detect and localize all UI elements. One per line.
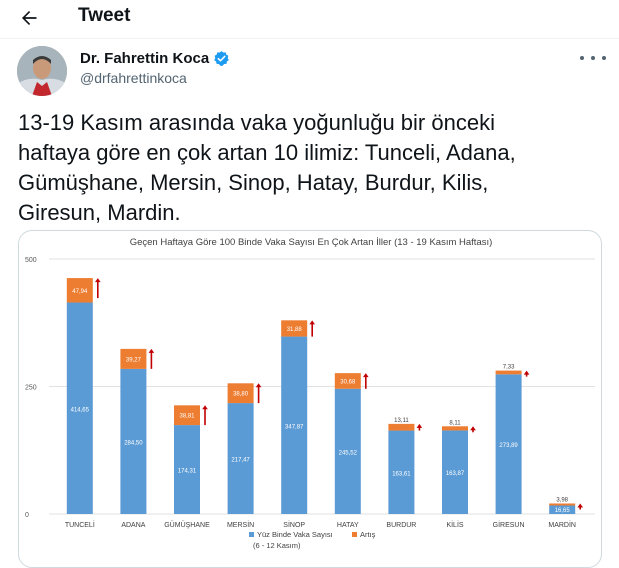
increase-value-label: 3,98	[556, 497, 568, 503]
x-tick-label: HATAY	[337, 522, 359, 529]
base-value-label: 163,61	[392, 471, 411, 477]
bar-chart: Geçen Haftaya Göre 100 Binde Vaka Sayısı…	[25, 237, 595, 550]
base-value-label: 163,87	[446, 471, 465, 477]
increase-arrowhead-icon	[148, 348, 155, 353]
increase-value-label: 39,27	[126, 357, 142, 363]
bar-base	[281, 336, 308, 514]
increase-arrowhead-icon	[523, 370, 530, 375]
base-value-label: 217,47	[231, 458, 250, 464]
x-tick-label: KİLİS	[446, 520, 463, 529]
x-tick-label: ADANA	[121, 522, 145, 529]
increase-value-label: 13,11	[394, 418, 409, 424]
bar-base	[66, 302, 93, 514]
top-bar: Tweet	[0, 0, 619, 38]
legend-label-increase: Artış	[360, 530, 376, 539]
x-tick-label: TUNCELİ	[65, 520, 95, 529]
increase-value-label: 30,68	[340, 379, 356, 385]
bar-base	[442, 430, 468, 514]
bar-base	[495, 374, 522, 514]
bar-increase	[388, 423, 415, 431]
x-tick-label: GÜMÜŞHANE	[164, 521, 210, 529]
increase-arrowhead-icon	[416, 423, 423, 428]
increase-arrowhead-icon	[95, 278, 101, 283]
bar-increase	[495, 370, 522, 375]
base-value-label: 414,65	[71, 407, 90, 413]
increase-value-label: 8,11	[449, 420, 461, 426]
bar-base	[120, 368, 147, 514]
bar-increase	[549, 503, 576, 506]
author-name-text: Dr. Fahrettin Koca	[80, 50, 210, 67]
bar-base	[174, 425, 200, 514]
bar-base	[388, 430, 415, 514]
increase-value-label: 38,80	[233, 392, 249, 398]
x-tick-label: MERSİN	[227, 520, 254, 529]
x-tick-label: MARDİN	[548, 520, 576, 529]
author-name[interactable]: Dr. Fahrettin Koca	[80, 50, 230, 67]
y-tick-label: 500	[25, 257, 37, 264]
base-value-label: 16,65	[555, 508, 571, 514]
author-handle[interactable]: @drfahrettinkoca	[80, 70, 187, 86]
more-options-button[interactable]	[580, 50, 606, 66]
more-dot-icon	[602, 56, 606, 60]
y-tick-label: 250	[25, 385, 37, 392]
bar-base	[334, 388, 361, 514]
bar-base	[549, 505, 576, 514]
legend-label-base: Yüz Binde Vaka Sayısı	[257, 530, 333, 539]
bar-increase	[174, 405, 200, 426]
increase-arrowhead-icon	[577, 503, 583, 508]
bar-increase	[227, 383, 254, 404]
legend-label-base-period: (6 - 12 Kasım)	[253, 541, 301, 550]
avatar-image	[17, 46, 67, 96]
increase-arrowhead-icon	[470, 426, 476, 431]
base-value-label: 273,89	[499, 443, 518, 449]
legend-swatch-base	[249, 532, 254, 537]
base-value-label: 174,31	[178, 469, 197, 475]
increase-value-label: 31,88	[287, 327, 303, 333]
base-value-label: 245,52	[339, 450, 358, 456]
x-tick-label: BURDUR	[386, 522, 416, 529]
increase-arrowhead-icon	[202, 405, 208, 410]
legend-swatch-increase	[352, 532, 357, 537]
chart-title: Geçen Haftaya Göre 100 Binde Vaka Sayısı…	[130, 237, 493, 248]
bar-increase	[281, 320, 308, 337]
back-button[interactable]	[14, 4, 44, 32]
bar-increase	[334, 373, 361, 389]
increase-value-label: 38,81	[179, 414, 195, 420]
bar-increase	[442, 426, 468, 431]
bar-increase	[120, 348, 147, 369]
increase-value-label: 47,94	[72, 289, 88, 295]
x-tick-label: GİRESUN	[493, 520, 525, 529]
base-value-label: 347,87	[285, 424, 304, 430]
tweet-media-chart[interactable]: Geçen Haftaya Göre 100 Binde Vaka Sayısı…	[18, 230, 602, 568]
bar-base	[227, 403, 254, 514]
increase-arrowhead-icon	[363, 373, 369, 378]
more-dot-icon	[580, 56, 584, 60]
more-dot-icon	[591, 56, 595, 60]
y-tick-label: 0	[25, 512, 29, 519]
tweet-text: 13-19 Kasım arasında vaka yoğunluğu bir …	[18, 110, 516, 225]
arrow-left-icon	[22, 11, 37, 25]
base-value-label: 284,50	[124, 440, 143, 446]
increase-arrowhead-icon	[309, 320, 315, 325]
avatar[interactable]	[17, 46, 67, 96]
x-tick-label: SİNOP	[283, 520, 305, 529]
divider	[0, 38, 619, 39]
increase-arrowhead-icon	[255, 383, 262, 388]
bar-increase	[66, 278, 93, 303]
increase-value-label: 7,33	[503, 365, 515, 371]
page-title: Tweet	[78, 5, 131, 26]
verified-badge-icon	[214, 51, 229, 66]
